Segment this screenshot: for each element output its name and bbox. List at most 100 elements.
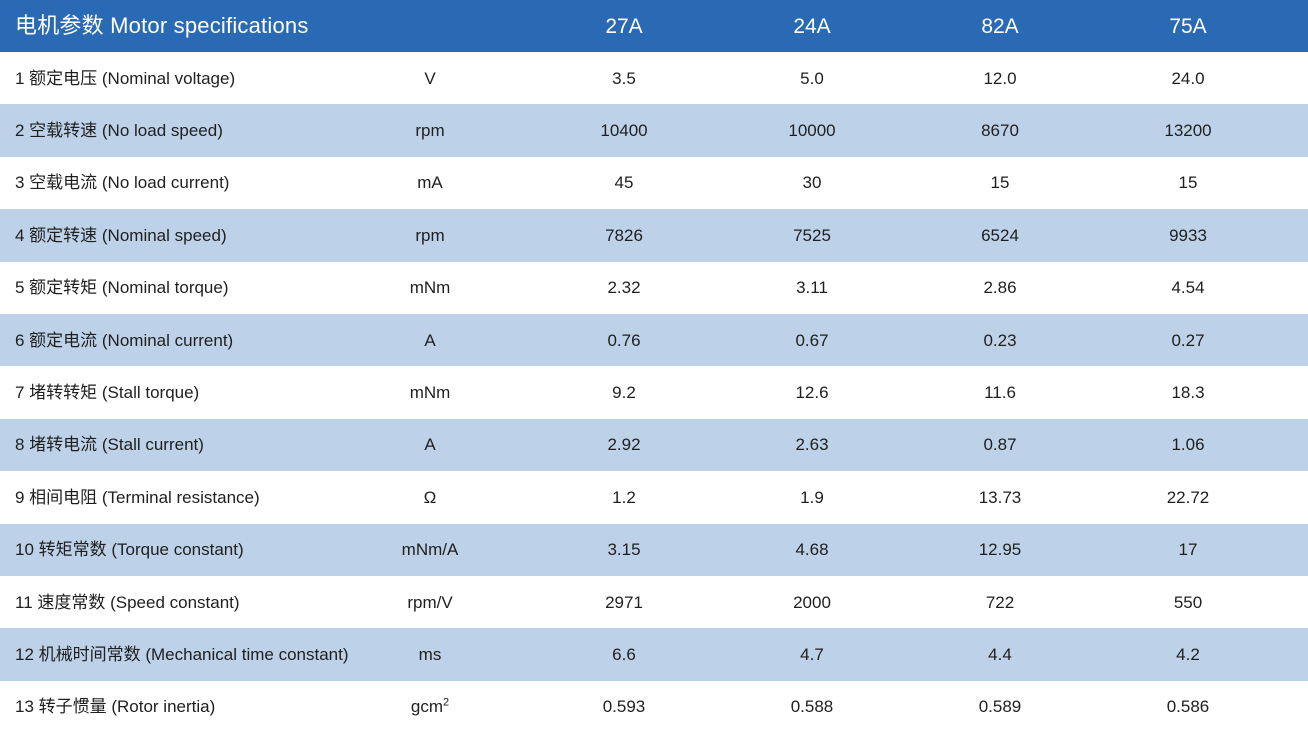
value-cell: 11.6 xyxy=(984,383,1016,403)
unit-text: mNm/A xyxy=(401,540,459,560)
unit-cell: A xyxy=(330,332,530,349)
table-title: 电机参数 Motor specifications xyxy=(15,13,309,38)
value-cell: 2.86 xyxy=(983,278,1017,298)
value-cell: 4.68 xyxy=(795,540,829,560)
value-cell: 4.7 xyxy=(800,644,824,664)
value-cell: 2000 xyxy=(793,592,831,612)
value-cell: 4.2 xyxy=(1176,644,1200,664)
parameter-label-cell: 4 额定转速 (Nominal speed) xyxy=(15,225,227,245)
value-cell: 8670 xyxy=(981,121,1019,141)
value-cell: 2.32 xyxy=(607,278,641,298)
value-cell: 1.9 xyxy=(800,487,824,507)
unit-text: gcm xyxy=(410,697,443,717)
value-cell: 3.15 xyxy=(607,540,641,560)
value-cell: 13.73 xyxy=(978,487,1022,507)
value-cell: 550 xyxy=(1173,592,1203,612)
table-row: 4 额定转速 (Nominal speed) rpm 7826 7525 652… xyxy=(0,209,1308,262)
unit-text: A xyxy=(424,435,436,455)
value-cell: 0.27 xyxy=(1171,330,1205,350)
value-cell: 13200 xyxy=(1164,121,1212,141)
value-cell: 7826 xyxy=(605,225,643,245)
table-row: 1 额定电压 (Nominal voltage) V 3.5 5.0 12.0 … xyxy=(0,52,1308,105)
parameter-label-cell: 1 额定电压 (Nominal voltage) xyxy=(15,68,236,88)
table-row: 7 堵转转矩 (Stall torque) mNm 9.2 12.6 11.6 … xyxy=(0,366,1308,419)
value-cell: 17 xyxy=(1178,540,1198,560)
value-cell: 15 xyxy=(990,173,1010,193)
unit-text: ms xyxy=(418,644,442,664)
unit-text: mNm xyxy=(409,383,451,403)
value-cell: 0.586 xyxy=(1166,697,1210,717)
table-row: 6 额定电流 (Nominal current) A 0.76 0.67 0.2… xyxy=(0,313,1308,367)
table-row: 5 额定转矩 (Nominal torque) mNm 2.32 3.11 2.… xyxy=(0,261,1308,314)
value-cell: 5.0 xyxy=(800,68,824,88)
table-row: 10 转矩常数 (Torque constant) mNm/A 3.15 4.6… xyxy=(0,523,1308,576)
parameter-label-cell: 12 机械时间常数 (Mechanical time constant) xyxy=(15,644,349,664)
value-cell: 0.87 xyxy=(983,435,1017,455)
value-cell: 0.67 xyxy=(795,330,829,350)
unit-text: mA xyxy=(417,173,443,193)
value-cell: 0.593 xyxy=(602,697,646,717)
parameter-label-cell: 10 转矩常数 (Torque constant) xyxy=(15,540,244,560)
table-header-row: 电机参数 Motor specifications 27A 24A 82A 75… xyxy=(0,0,1308,52)
unit-cell: A xyxy=(330,436,530,453)
unit-text: Ω xyxy=(423,487,437,507)
value-cell: 12.6 xyxy=(795,383,829,403)
value-cell: 7525 xyxy=(793,225,831,245)
model-column-header-27a: 27A xyxy=(605,14,643,38)
unit-text: A xyxy=(424,330,436,350)
value-cell: 1.06 xyxy=(1171,435,1205,455)
unit-text: rpm xyxy=(415,121,445,141)
unit-cell: mNm xyxy=(330,384,530,401)
unit-text: V xyxy=(424,68,436,88)
table-row: 3 空载电流 (No load current) mA 45 30 15 15 xyxy=(0,156,1308,210)
model-column-header-82a: 82A xyxy=(981,14,1019,38)
model-column-header-24a: 24A xyxy=(793,14,831,38)
value-cell: 18.3 xyxy=(1171,383,1205,403)
model-column-header-75a: 75A xyxy=(1169,14,1207,38)
unit-cell: mA xyxy=(330,174,530,191)
unit-cell: Ω xyxy=(330,489,530,506)
value-cell: 2.63 xyxy=(795,435,829,455)
value-cell: 1.2 xyxy=(612,487,636,507)
value-cell: 6524 xyxy=(981,225,1019,245)
value-cell: 22.72 xyxy=(1166,487,1210,507)
value-cell: 4.54 xyxy=(1171,278,1205,298)
parameter-label-cell: 13 转子惯量 (Rotor inertia) xyxy=(15,697,216,717)
value-cell: 45 xyxy=(614,173,634,193)
value-cell: 0.23 xyxy=(983,330,1017,350)
value-cell: 0.589 xyxy=(978,697,1022,717)
unit-cell: rpm xyxy=(330,122,530,139)
table-row: 13 转子惯量 (Rotor inertia) gcm2 0.593 0.588… xyxy=(0,680,1308,733)
value-cell: 10400 xyxy=(600,121,648,141)
parameter-label-cell: 2 空载转速 (No load speed) xyxy=(15,121,223,141)
value-cell: 0.588 xyxy=(790,697,834,717)
table-row: 9 相间电阻 (Terminal resistance) Ω 1.2 1.9 1… xyxy=(0,471,1308,524)
value-cell: 15 xyxy=(1178,173,1198,193)
unit-cell: ms xyxy=(330,646,530,663)
table-row: 11 速度常数 (Speed constant) rpm/V 2971 2000… xyxy=(0,575,1308,629)
parameter-label-cell: 11 速度常数 (Speed constant) xyxy=(15,592,240,612)
value-cell: 4.4 xyxy=(988,644,1012,664)
value-cell: 3.11 xyxy=(796,278,828,298)
unit-cell: rpm xyxy=(330,227,530,244)
unit-text: rpm xyxy=(415,225,445,245)
unit-cell: rpm/V xyxy=(330,594,530,611)
table-row: 8 堵转电流 (Stall current) A 2.92 2.63 0.87 … xyxy=(0,418,1308,472)
parameter-label-cell: 3 空载电流 (No load current) xyxy=(15,173,230,193)
parameter-label-cell: 9 相间电阻 (Terminal resistance) xyxy=(15,487,260,507)
value-cell: 2971 xyxy=(605,592,643,612)
value-cell: 2.92 xyxy=(607,435,641,455)
value-cell: 0.76 xyxy=(607,330,641,350)
value-cell: 30 xyxy=(802,173,822,193)
value-cell: 10000 xyxy=(788,121,836,141)
table-row: 12 机械时间常数 (Mechanical time constant) ms … xyxy=(0,628,1308,681)
value-cell: 9.2 xyxy=(612,383,636,403)
unit-text: mNm xyxy=(409,278,451,298)
parameter-label-cell: 6 额定电流 (Nominal current) xyxy=(15,330,234,350)
value-cell: 24.0 xyxy=(1171,68,1205,88)
parameter-label-cell: 7 堵转转矩 (Stall torque) xyxy=(15,383,200,403)
unit-superscript: 2 xyxy=(443,696,450,709)
unit-cell: gcm2 xyxy=(330,696,530,717)
value-cell: 12.95 xyxy=(978,540,1022,560)
